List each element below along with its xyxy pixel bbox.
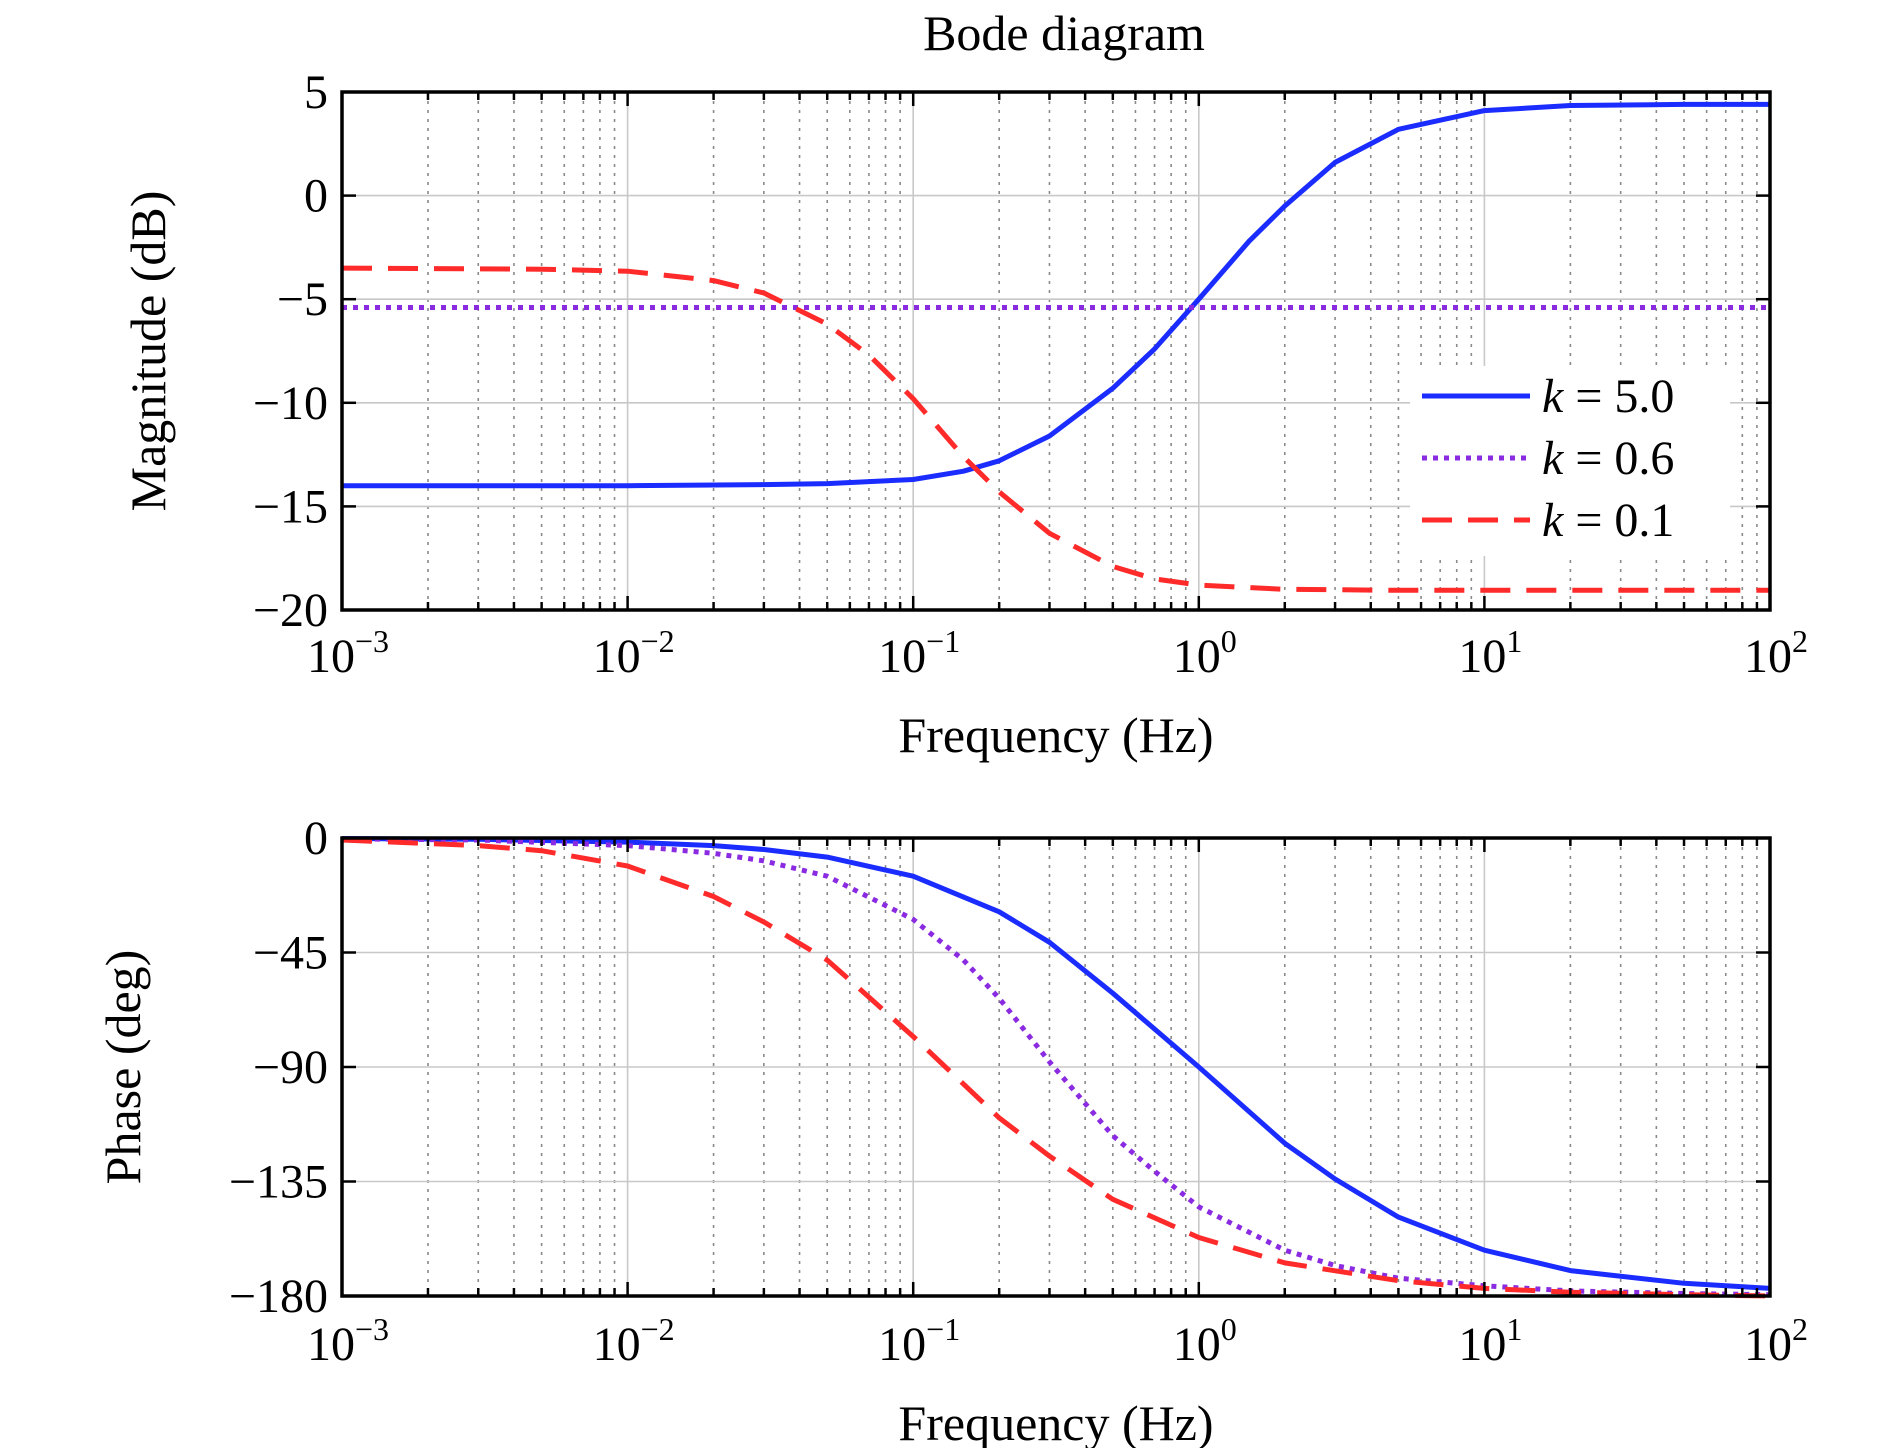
series-group (341, 101, 1770, 593)
grid (342, 838, 1770, 1296)
x-tick-exponent: 2 (1792, 1311, 1808, 1347)
series-line-2 (341, 837, 1771, 1299)
legend-value: = 0.6 (1563, 432, 1674, 485)
series-line-0 (342, 101, 1770, 489)
x-tick-base: 10 (307, 630, 355, 683)
legend-var: k (1542, 370, 1565, 423)
x-tick-label: 100 (1173, 1311, 1237, 1371)
x-tick-label: 10−3 (307, 623, 389, 683)
x-tick-exponent: −3 (355, 1311, 389, 1347)
x-tick-base: 10 (878, 630, 926, 683)
tick-marks (340, 90, 1772, 612)
x-tick-label: 102 (1744, 1311, 1808, 1371)
x-tick-exponent: −1 (926, 623, 960, 659)
y-tick-label: 0 (304, 170, 328, 223)
series-line-1 (341, 836, 1771, 1298)
legend-value: = 0.1 (1563, 494, 1674, 547)
y-tick-label: −15 (253, 480, 328, 533)
y-tick-label: 5 (304, 66, 328, 119)
x-tick-base: 10 (593, 630, 641, 683)
x-tick-exponent: 1 (1506, 1311, 1522, 1347)
x-tick-base: 10 (1173, 1318, 1221, 1371)
y-tick-label: −20 (253, 584, 328, 637)
x-tick-label: 10−1 (878, 623, 960, 683)
x-tick-label: 10−3 (307, 1311, 389, 1371)
x-tick-base: 10 (1458, 630, 1506, 683)
y-tick-label: 0 (304, 812, 328, 865)
series-line-0 (341, 836, 1771, 1291)
y-axis-label: Phase (deg) (95, 950, 151, 1185)
y-tick-label: −135 (229, 1156, 328, 1209)
x-tick-label: 10−2 (593, 1311, 675, 1371)
x-tick-base: 10 (1458, 1318, 1506, 1371)
y-tick-label: −5 (277, 273, 328, 326)
axes-frame (340, 90, 1772, 612)
series-line-2 (341, 265, 1770, 593)
grid (342, 92, 1770, 610)
legend-var: k (1542, 494, 1565, 547)
series-group (341, 836, 1771, 1299)
tick-marks (340, 836, 1772, 1298)
chart-title: Bode diagram (923, 5, 1205, 61)
x-tick-base: 10 (1744, 1318, 1792, 1371)
x-axis-label: Frequency (Hz) (898, 707, 1213, 763)
x-tick-base: 10 (878, 1318, 926, 1371)
legend-label-2: k = 0.1 (1542, 494, 1674, 547)
x-tick-exponent: −2 (641, 1311, 675, 1347)
x-tick-exponent: −2 (641, 623, 675, 659)
legend-label-1: k = 0.6 (1542, 432, 1674, 485)
x-tick-base: 10 (307, 1318, 355, 1371)
legend-var: k (1542, 432, 1565, 485)
y-tick-label: −10 (253, 377, 328, 430)
x-tick-exponent: 2 (1792, 623, 1808, 659)
x-tick-exponent: 0 (1221, 1311, 1237, 1347)
x-tick-exponent: 1 (1506, 623, 1522, 659)
x-tick-label: 101 (1458, 623, 1522, 683)
y-tick-label: −180 (229, 1270, 328, 1323)
x-tick-label: 10−1 (878, 1311, 960, 1371)
y-axis-label: Magnitude (dB) (120, 191, 176, 512)
x-tick-label: 10−2 (593, 623, 675, 683)
legend-label-0: k = 5.0 (1542, 370, 1674, 423)
y-tick-label: −45 (253, 927, 328, 980)
legend-value: = 5.0 (1563, 370, 1674, 423)
x-tick-label: 102 (1744, 623, 1808, 683)
x-tick-exponent: −1 (926, 1311, 960, 1347)
y-tick-label: −90 (253, 1041, 328, 1094)
x-tick-label: 101 (1458, 1311, 1522, 1371)
x-tick-base: 10 (593, 1318, 641, 1371)
x-tick-exponent: 0 (1221, 623, 1237, 659)
x-tick-exponent: −3 (355, 623, 389, 659)
x-axis-label: Frequency (Hz) (898, 1395, 1213, 1448)
legend: k = 5.0k = 0.6k = 0.1 (1410, 366, 1730, 556)
x-tick-base: 10 (1744, 630, 1792, 683)
x-tick-label: 100 (1173, 623, 1237, 683)
x-tick-base: 10 (1173, 630, 1221, 683)
